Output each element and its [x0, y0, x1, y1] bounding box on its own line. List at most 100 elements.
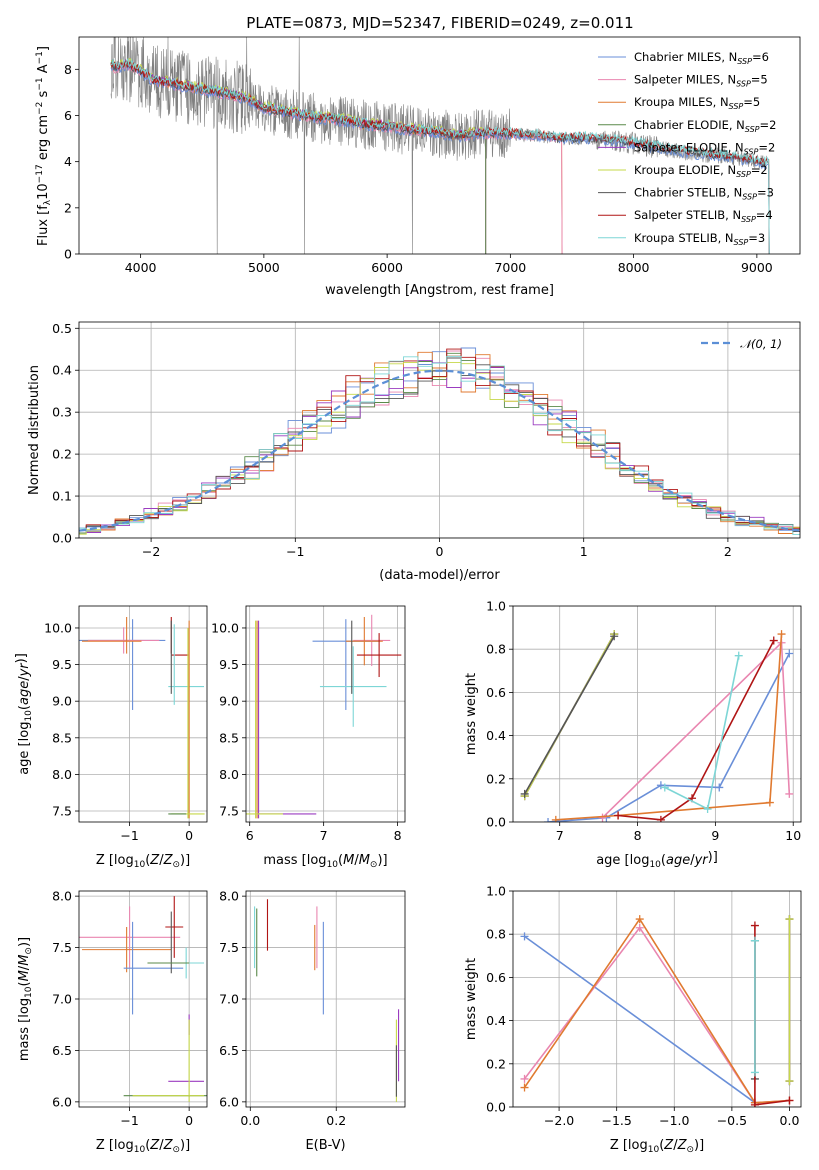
series-line-salpeter_stelib: [754, 925, 790, 1106]
y-tick-label: 10.0: [211, 620, 239, 635]
residuals-axes: −2 −1 0 1 2 0.0 0.1 0.2 0.3 0.4 0.5 (data-model)/er…: [27, 321, 801, 583]
legend-entry: Kroupa STELIB, NSSP=3: [634, 231, 765, 247]
y-tick-label: 8.5: [219, 730, 239, 745]
y-tick-label: 7.5: [52, 804, 72, 819]
y-axis-label: mass weight: [464, 673, 479, 755]
y-tick-label: 9.5: [52, 657, 72, 672]
y-tick-label: 9.5: [219, 657, 239, 672]
y-axis-label: mass weight: [464, 958, 479, 1040]
legend-entry: 𝒩(0, 1): [740, 337, 782, 351]
x-tick-label: 1: [580, 544, 588, 559]
y-tick-label: 0.0: [486, 815, 506, 830]
axes-frame: [245, 605, 406, 823]
data-point: [750, 1100, 759, 1107]
y-tick-label: 0.2: [486, 771, 506, 786]
y-tick-label: 0.6: [486, 970, 506, 985]
mw_vs_Z-axes: −2.0 −1.5 −1.0 −0.5 0.0 0.0 0.2 0.4 0.6 0.8 1.0 Z […: [464, 884, 802, 1155]
data-point: [635, 915, 644, 924]
axes-frame: [78, 605, 208, 823]
y-tick-label: 0.6: [486, 685, 506, 700]
x-axis-label: (data-model)/error: [379, 568, 500, 583]
legend-entry: Salpeter STELIB, NSSP=4: [634, 208, 773, 224]
data-point: [785, 649, 794, 658]
x-tick-label: −1: [120, 828, 138, 843]
mw_vs_Z-plot: [513, 891, 801, 1107]
y-tick-label: 2: [64, 200, 72, 215]
y-tick-label: 0.2: [52, 447, 72, 462]
age_vs_Z-plot: [79, 606, 207, 822]
mass_vs_ebv-plot: [246, 891, 405, 1107]
x-tick-label: 9: [711, 828, 719, 843]
x-tick-label: 4000: [125, 260, 157, 275]
y-tick-label: 7.5: [219, 940, 239, 955]
x-tick-label: −1: [286, 544, 304, 559]
y-tick-label: 9.0: [52, 694, 72, 709]
data-point: [656, 815, 665, 822]
y-tick-label: 6.0: [52, 1094, 72, 1109]
spectrum-plot: [110, 37, 770, 254]
x-tick-label: −2: [142, 544, 160, 559]
model-spectrum-kroupa_stelib: [110, 58, 770, 254]
mw_vs_age-axes: 7 8 9 10 0.0 0.2 0.4 0.6 0.8 1.0 age [log10(age/yr…: [464, 599, 802, 870]
y-tick-label: 1.0: [486, 599, 506, 614]
data-point: [520, 789, 529, 798]
series-line-chabrier_stelib: [524, 635, 615, 795]
y-axis-label: Normed distribution: [27, 365, 42, 495]
y-tick-label: 0.0: [486, 1100, 506, 1115]
age_vs_Z-axes: −1 0 7.5 8.0 8.5 9.0 9.5 10.0 Z [log10(Z/Z⊙)] age…: [14, 605, 208, 870]
y-tick-label: 8.0: [52, 767, 72, 782]
x-tick-label: 8000: [618, 260, 650, 275]
y-tick-label: 0.4: [52, 363, 72, 378]
y-tick-label: 0.8: [486, 642, 506, 657]
y-tick-label: 8.0: [52, 889, 72, 904]
y-tick-label: 7.0: [52, 992, 72, 1007]
data-point: [520, 1083, 529, 1092]
data-point: [750, 936, 759, 945]
data-point: [551, 815, 560, 822]
model-spectrum-chabrier_stelib: [110, 60, 770, 254]
data-point: [750, 921, 759, 930]
data-point: [544, 818, 553, 822]
y-tick-label: 7.0: [219, 992, 239, 1007]
y-tick-label: 0.1: [52, 489, 72, 504]
x-tick-label: 5000: [248, 260, 280, 275]
x-tick-label: 8: [394, 828, 402, 843]
legend-entry: Kroupa ELODIE, NSSP=2: [634, 163, 768, 179]
data-point: [785, 1096, 794, 1105]
data-point: [598, 813, 607, 822]
normal-curve-line: [79, 369, 800, 532]
spectrum-axes: 4000 5000 6000 7000 8000 9000 0 2 4 6 8 wavelength …: [35, 36, 801, 298]
data-point: [715, 783, 724, 792]
x-tick-label: 0: [436, 544, 444, 559]
data-point: [769, 636, 778, 645]
axes-frame: [512, 890, 802, 1108]
data-point: [777, 630, 786, 639]
mass_vs_Z-plot: [79, 891, 207, 1107]
figure-title: PLATE=0873, MJD=52347, FIBERID=0249, z=0…: [246, 14, 633, 32]
y-tick-label: 0.0: [52, 531, 72, 546]
axes-frame: [512, 605, 802, 823]
x-tick-label: 7: [556, 828, 564, 843]
legend-entry: Salpeter ELODIE, NSSP=2: [634, 140, 775, 156]
data-point: [614, 811, 623, 820]
x-tick-label: 7000: [494, 260, 526, 275]
legend-entry: Chabrier ELODIE, NSSP=2: [634, 118, 776, 134]
data-point: [785, 1077, 794, 1086]
axes-frame: [245, 890, 406, 1108]
data-point: [765, 798, 774, 807]
data-point: [520, 1074, 529, 1083]
y-tick-label: 6.5: [219, 1043, 239, 1058]
histogram-kroupa_elodie: [79, 362, 800, 535]
y-tick-label: 0.5: [52, 321, 72, 336]
legend-entry: Salpeter MILES, NSSP=5: [634, 73, 768, 89]
y-tick-label: 4: [64, 154, 72, 169]
x-tick-label: 9000: [741, 260, 773, 275]
x-tick-label: 0: [185, 1113, 193, 1128]
data-point: [610, 632, 619, 641]
y-tick-label: 0.3: [52, 405, 72, 420]
histogram-salpeter_stelib: [79, 348, 800, 531]
legend-entry: Chabrier STELIB, NSSP=3: [634, 186, 774, 202]
y-tick-label: 6: [64, 108, 72, 123]
y-tick-label: 0.2: [486, 1056, 506, 1071]
x-axis-label: wavelength [Angstrom, rest frame]: [325, 283, 554, 298]
